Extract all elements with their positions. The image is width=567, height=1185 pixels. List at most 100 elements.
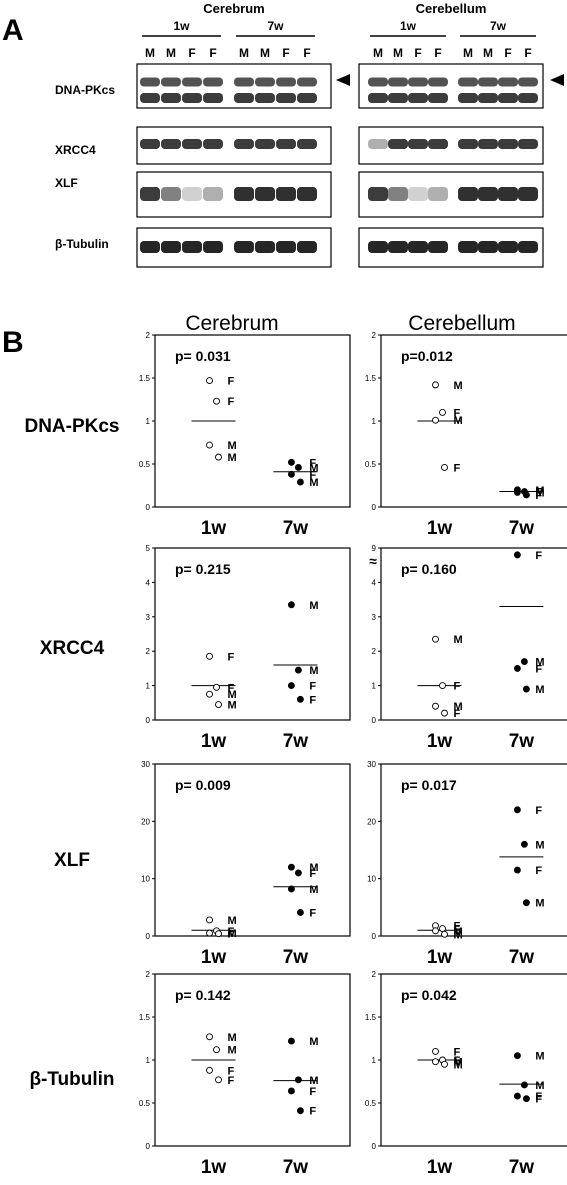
y-tick-label: 30 (367, 760, 376, 769)
y-tick-label: 1.5 (365, 1013, 377, 1022)
data-point (287, 1037, 295, 1045)
blot-band (458, 93, 478, 103)
y-tick-label: 0 (146, 1142, 151, 1151)
blot-band (408, 93, 428, 103)
x-category-label: 7w (283, 1157, 309, 1178)
y-tick-label: 0 (372, 716, 377, 725)
blot-band (428, 93, 448, 103)
blot-band (498, 139, 518, 149)
sex-label: M (454, 380, 463, 392)
blot-band (234, 187, 254, 201)
y-tick-label: 3 (372, 613, 377, 622)
y-tick-label: 30 (141, 760, 150, 769)
y-tick-label: 0 (372, 932, 377, 941)
data-point (522, 899, 530, 907)
blot-band (498, 241, 518, 253)
blot-band (234, 241, 254, 253)
blot-row-label: XRCC4 (55, 143, 96, 157)
sex-label: F (309, 1086, 316, 1098)
blot-band (428, 187, 448, 201)
plot-frame (154, 547, 351, 721)
blot-band (388, 241, 408, 253)
column-title: Cerebellum (408, 312, 515, 335)
y-tick-label: 5 (146, 544, 151, 553)
axis-break-mark: ≈ (369, 553, 377, 569)
sex-label: M (228, 452, 237, 464)
y-tick-label: 1 (372, 417, 377, 426)
plot-frame (380, 547, 567, 721)
p-value-label: p= 0.031 (175, 348, 231, 364)
data-point (513, 1092, 521, 1100)
sex-label: F (228, 396, 235, 408)
sex-label: F (228, 1065, 235, 1077)
blot-band (458, 241, 478, 253)
panel-letter-a: A (2, 14, 24, 47)
data-point (294, 463, 302, 471)
blot-band (458, 139, 478, 149)
sex-label: F (454, 1055, 461, 1067)
sex-label: M (535, 1051, 544, 1063)
sex-label: F (228, 376, 235, 388)
x-category-label: 7w (509, 731, 535, 752)
data-point (287, 470, 295, 478)
blot-band (234, 93, 254, 103)
lane-label: M (260, 46, 270, 60)
tissue-label: Cerebrum (203, 1, 264, 16)
sex-label: M (228, 440, 237, 452)
blot-band (276, 139, 296, 149)
sex-label: M (309, 665, 318, 677)
plot-row-label: β-Tubulin (29, 1069, 114, 1090)
sex-label: M (454, 634, 463, 646)
blot-band (182, 77, 202, 87)
x-category-label: 1w (201, 1157, 227, 1178)
blot-band (234, 77, 254, 87)
blot-band (518, 139, 538, 149)
y-tick-label: 0.5 (139, 1099, 151, 1108)
x-category-label: 7w (283, 518, 309, 539)
y-tick-label: 0 (146, 503, 151, 512)
blot-band (408, 139, 428, 149)
y-tick-label: 2 (372, 970, 377, 979)
data-point (215, 1076, 222, 1084)
p-value-label: p= 0.160 (401, 561, 457, 577)
blot-band (255, 77, 275, 87)
lane-label: M (166, 46, 176, 60)
data-point (296, 695, 304, 703)
data-point (206, 1033, 213, 1041)
sex-label: M (309, 462, 318, 474)
plot-row-label: XLF (54, 850, 90, 871)
lane-label: F (434, 46, 441, 60)
blot-band (161, 241, 181, 253)
blot-band (478, 77, 498, 87)
blot-band (255, 139, 275, 149)
sex-label: F (309, 868, 316, 880)
sex-label: F (309, 694, 316, 706)
blot-band (203, 139, 223, 149)
blot-row-label: β-Tubulin (55, 237, 109, 251)
blot-row-1: XRCC4 (55, 126, 544, 165)
y-tick-label: 1 (372, 1056, 377, 1065)
sex-label: M (228, 689, 237, 701)
lane-label: M (373, 46, 383, 60)
data-point (441, 930, 448, 938)
y-tick-label: 4 (146, 578, 151, 587)
blot-band (368, 241, 388, 253)
data-point (513, 806, 521, 814)
data-point (520, 840, 528, 848)
lane-label: F (414, 46, 421, 60)
blot-band (276, 77, 296, 87)
data-point (513, 551, 521, 559)
blot-band (234, 139, 254, 149)
blot-band (203, 187, 223, 201)
data-point (296, 909, 304, 916)
y-tick-label: 1.5 (139, 374, 151, 383)
data-point (439, 682, 446, 690)
band-arrowhead (336, 74, 350, 86)
blot-band (140, 187, 160, 201)
sex-label: F (454, 924, 461, 936)
blot-band (498, 187, 518, 201)
